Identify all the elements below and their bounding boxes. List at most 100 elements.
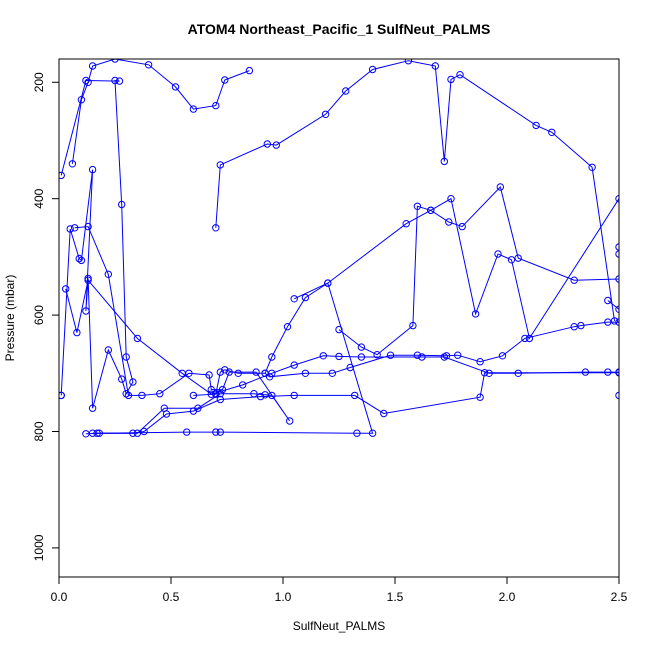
data-point [212, 101, 220, 110]
data-point [82, 307, 90, 315]
data-point [212, 428, 220, 436]
data-point [77, 96, 86, 104]
data-point [532, 121, 540, 130]
data-point [368, 65, 377, 74]
data-point [342, 87, 350, 95]
data-point [59, 391, 65, 400]
data-point [604, 368, 612, 376]
data-point [521, 334, 529, 343]
data-point [245, 66, 254, 75]
data-point [77, 256, 86, 265]
data-point [286, 417, 294, 425]
data-point [162, 410, 171, 418]
data-point [321, 110, 330, 119]
data-point [124, 391, 133, 400]
data-point [212, 224, 220, 232]
data-point [447, 195, 455, 203]
y-tick-label: 400 [32, 188, 46, 208]
data-point [75, 254, 83, 263]
data-point [84, 78, 92, 87]
data-point [88, 165, 97, 174]
data-point [104, 270, 113, 278]
data-point [290, 391, 298, 400]
series-line [74, 226, 291, 434]
x-tick-label: 1.5 [387, 590, 404, 604]
data-point [404, 59, 413, 65]
series-line [71, 59, 250, 164]
data-point [440, 157, 448, 166]
y-axis: 200 400 600 800 1000 [32, 72, 60, 561]
data-point [111, 76, 119, 85]
data-point [234, 369, 242, 377]
x-tick-label: 0.0 [51, 590, 68, 604]
data-point [122, 353, 130, 361]
data-point [514, 369, 522, 377]
series-line [338, 186, 619, 356]
chart-title: ATOM4 Northeast_Pacific_1 SulfNeut_PALMS [188, 21, 491, 37]
data-point [216, 368, 225, 376]
data-point [324, 279, 332, 287]
data-point [189, 105, 198, 113]
data-point [357, 343, 366, 351]
data-point [458, 222, 466, 231]
data-point [82, 430, 90, 438]
data-point [357, 353, 366, 361]
data-point [577, 321, 585, 330]
data-point [178, 369, 186, 377]
data-point [156, 390, 164, 398]
data-point [256, 392, 265, 401]
y-tick-label: 600 [32, 305, 46, 325]
data-point [485, 369, 493, 377]
data-point [442, 352, 451, 360]
data-point [140, 427, 148, 436]
data-point [319, 352, 327, 360]
data-point [144, 61, 153, 69]
x-tick-label: 0.5 [163, 590, 180, 604]
data-point [59, 171, 65, 180]
data-point [409, 321, 417, 330]
data-point [498, 352, 507, 360]
data-point [138, 391, 146, 400]
data-point [402, 220, 410, 228]
data-point [207, 385, 216, 394]
data-point [71, 224, 79, 232]
data-point [476, 393, 484, 401]
data-point [88, 62, 97, 70]
data-point [456, 71, 464, 79]
data-point [189, 391, 198, 400]
data-point [66, 225, 74, 233]
data-point [171, 83, 180, 91]
data-point [496, 183, 504, 191]
data-point [418, 353, 426, 361]
data-point [447, 75, 455, 84]
data-point [216, 428, 225, 436]
series-line [65, 279, 619, 396]
data-point [290, 361, 298, 369]
data-point [115, 77, 124, 85]
data-point [301, 369, 310, 377]
data-point [476, 358, 484, 366]
data-point [265, 373, 274, 381]
data-point [570, 276, 578, 284]
x-tick-label: 1.0 [275, 590, 292, 604]
data-point [84, 222, 92, 231]
data-point [548, 128, 556, 137]
data-point [413, 351, 422, 359]
y-tick-label: 200 [32, 72, 46, 92]
data-point [368, 429, 377, 437]
y-tick-label: 800 [32, 421, 46, 441]
data-point [216, 395, 225, 404]
data-point [351, 391, 359, 400]
data-point [604, 296, 612, 305]
data-point [301, 293, 310, 302]
data-point [427, 206, 435, 215]
data-point [290, 295, 298, 303]
data-point [183, 428, 191, 436]
data-point [212, 390, 220, 398]
data-point [189, 407, 198, 415]
data-point [413, 202, 422, 211]
data-point [221, 76, 229, 84]
data-point [88, 404, 97, 412]
data-point [588, 163, 596, 172]
data-point [73, 328, 81, 337]
